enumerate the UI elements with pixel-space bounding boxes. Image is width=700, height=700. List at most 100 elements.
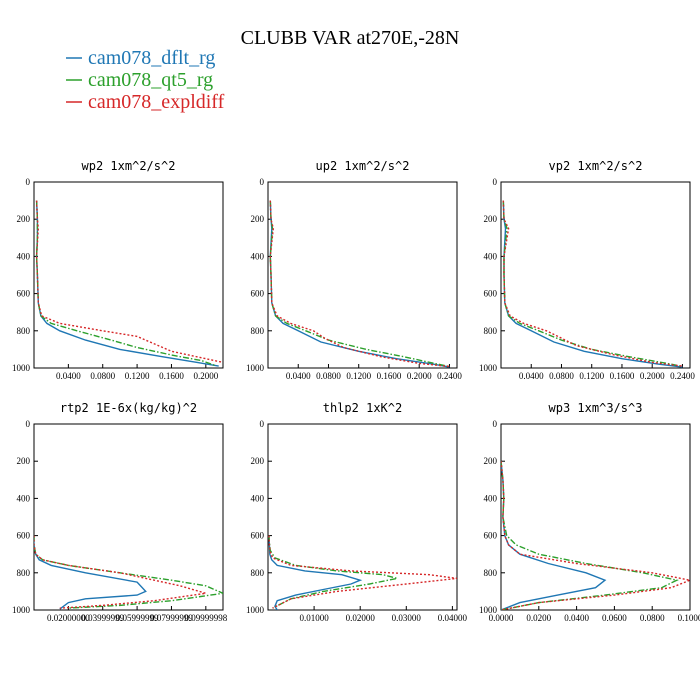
x-tick-label: 0.0400 [519, 371, 544, 381]
plot-frame [500, 181, 691, 369]
legend-item: cam078_dflt_rg [66, 47, 215, 69]
y-tick-label: 1000 [479, 363, 498, 373]
panel-1: wp2 1xm^2/s^2 0 200 400 600 800 1000 0.0400 0.08… [12, 159, 224, 381]
y-tick-label: 400 [484, 493, 498, 503]
y-tick-label: 800 [251, 568, 265, 578]
x-tick-label: 0.2000 [193, 371, 218, 381]
y-tick-label: 800 [17, 568, 31, 578]
y-tick-label: 200 [251, 214, 265, 224]
y-tick-label: 400 [251, 251, 265, 261]
x-tick-label: 0.1600 [610, 371, 635, 381]
panel-title: thlp2 1xK^2 [323, 401, 402, 415]
series-line-cam078_dflt_rg [268, 535, 363, 610]
x-tick-label: 0.2400 [437, 371, 462, 381]
y-tick-label: 800 [484, 568, 498, 578]
y-tick-label: 200 [17, 214, 31, 224]
y-tick-label: 600 [17, 531, 31, 541]
y-tick-label: 400 [484, 251, 498, 261]
legend-item: cam078_qt5_rg [66, 69, 213, 91]
x-tick-label: 0.0400 [286, 371, 311, 381]
y-tick-label: 400 [251, 493, 265, 503]
panel-title: wp2 1xm^2/s^2 [82, 159, 176, 173]
y-tick-label: 1000 [12, 605, 31, 615]
x-tick-label: 0.1200 [579, 371, 604, 381]
panel-title: up2 1xm^2/s^2 [316, 159, 410, 173]
x-tick-label: 0.1200 [125, 371, 150, 381]
series-line-cam078_dflt_rg [34, 535, 147, 610]
x-tick-label: 0.1000 [678, 613, 700, 623]
plot-frame [267, 423, 458, 611]
x-tick-label: 0.1600 [159, 371, 184, 381]
series-line-cam078_dflt_rg [501, 461, 607, 610]
panel-2: up2 1xm^2/s^2 0 200 400 600 800 1000 0.0400 0.08… [246, 159, 462, 381]
y-tick-label: 0 [26, 177, 31, 187]
y-tick-label: 200 [251, 456, 265, 466]
y-tick-label: 600 [484, 531, 498, 541]
y-tick-label: 600 [251, 289, 265, 299]
plot-frame [33, 423, 224, 611]
x-tick-label: 0.01000 [299, 613, 329, 623]
series-line-cam078_dflt_rg [269, 200, 450, 368]
y-tick-label: 600 [484, 289, 498, 299]
x-tick-label: 0.0000 [489, 613, 514, 623]
y-tick-label: 1000 [246, 605, 265, 615]
series-line-cam078_expldiff [268, 535, 457, 609]
x-tick-label: 0.1200 [346, 371, 371, 381]
x-tick-label: 0.2000 [407, 371, 432, 381]
y-tick-label: 600 [251, 531, 265, 541]
y-tick-label: 1000 [12, 363, 31, 373]
series-line-cam078_qt5_rg [502, 200, 683, 368]
x-tick-label: 0.0400 [56, 371, 81, 381]
legend-label: cam078_qt5_rg [88, 69, 213, 91]
plot-frame [500, 423, 691, 611]
figure-title: CLUBB VAR at270E,-28N [241, 27, 460, 49]
panel-5: thlp2 1xK^2 0 200 400 600 800 1000 0.01000 0.020… [246, 401, 468, 623]
legend-label: cam078_expldiff [88, 91, 225, 113]
y-tick-label: 1000 [246, 363, 265, 373]
y-tick-label: 0 [493, 177, 498, 187]
series-line-cam078_expldiff [501, 461, 690, 610]
y-tick-label: 800 [251, 326, 265, 336]
x-tick-label: 0.04000 [438, 613, 468, 623]
series-line-cam078_qt5_rg [34, 535, 223, 609]
panel-title: vp2 1xm^2/s^2 [549, 159, 643, 173]
y-tick-label: 200 [17, 456, 31, 466]
legend-item: cam078_expldiff [66, 91, 225, 113]
series-line-cam078_dflt_rg [502, 200, 683, 368]
x-tick-label: 0.0800 [316, 371, 341, 381]
x-tick-label: 0.02000 [346, 613, 376, 623]
x-tick-label: 0.03999999 [81, 613, 124, 623]
panel-title: wp3 1xm^3/s^3 [549, 401, 643, 415]
panel-title: rtp2 1E-6x(kg/kg)^2 [60, 401, 197, 415]
y-tick-label: 600 [17, 289, 31, 299]
x-tick-label: 0.0600 [602, 613, 627, 623]
series-line-cam078_qt5_rg [269, 200, 450, 368]
x-tick-label: 0.0800 [640, 613, 665, 623]
x-tick-label: 0.1600 [377, 371, 402, 381]
series-line-cam078_expldiff [35, 200, 223, 364]
series-line-cam078_expldiff [269, 200, 450, 368]
legend: cam078_dflt_rg cam078_qt5_rg cam078_expl… [66, 47, 225, 113]
x-tick-label: 0.0400 [564, 613, 589, 623]
x-tick-label: 0.2400 [670, 371, 695, 381]
x-tick-label: 0.03000 [392, 613, 422, 623]
y-tick-label: 200 [484, 214, 498, 224]
y-tick-label: 800 [484, 326, 498, 336]
legend-label: cam078_dflt_rg [88, 47, 215, 69]
x-tick-label: 0.0200 [526, 613, 551, 623]
x-tick-label: 0.02000000 [47, 613, 90, 623]
series-line-cam078_expldiff [502, 200, 683, 367]
x-tick-label: 0.0800 [549, 371, 574, 381]
plot-frame [267, 181, 458, 369]
x-tick-label: 0.2000 [640, 371, 665, 381]
x-tick-label: 0.07999999 [150, 613, 193, 623]
series-line-cam078_dflt_rg [35, 200, 219, 367]
y-tick-label: 0 [493, 419, 498, 429]
y-tick-label: 0 [260, 177, 265, 187]
plot-frame [33, 181, 224, 369]
x-tick-label: 0.05999999 [116, 613, 159, 623]
series-line-cam078_qt5_rg [501, 461, 679, 610]
y-tick-label: 200 [484, 456, 498, 466]
